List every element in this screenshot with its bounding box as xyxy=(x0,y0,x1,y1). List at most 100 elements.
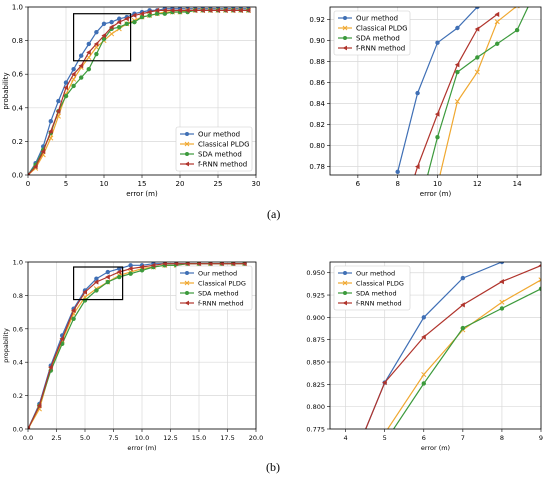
legend-label: Classical PLDG xyxy=(198,279,246,287)
x-tick-label: 14 xyxy=(513,180,522,188)
legend-marker-sda xyxy=(185,291,189,295)
data-point-pldg xyxy=(499,299,505,305)
data-point-frnn xyxy=(63,85,68,91)
legend-marker-frnn xyxy=(342,45,347,51)
legend-label: Classical PLDG xyxy=(198,140,250,148)
legend-label: SDA method xyxy=(356,34,400,42)
legend-label: f-RNN method xyxy=(198,160,247,168)
y-tick-label: 0.4 xyxy=(13,359,23,367)
data-point-frnn xyxy=(460,302,465,308)
data-point-frnn xyxy=(36,403,42,409)
data-point-pldg xyxy=(474,69,480,75)
data-point-our xyxy=(63,80,69,85)
y-tick-label: 0.80 xyxy=(309,142,325,150)
data-point-pldg xyxy=(421,371,427,378)
data-point-frnn xyxy=(538,264,541,268)
x-tick-label: 7.5 xyxy=(108,434,118,442)
data-point-our xyxy=(79,53,84,58)
y-tick-label: 0.875 xyxy=(306,336,325,344)
chart-a-main: 0 5 10 15 20 25 30 0.0 0.2 0.4 0.6 0.8 1.0 error (m) p… xyxy=(2,4,260,199)
data-point-our xyxy=(435,40,440,45)
x-tick-label: 10.0 xyxy=(135,434,149,442)
x-tick-label: 8 xyxy=(395,180,399,188)
y-tick-label: 0.88 xyxy=(309,58,325,66)
data-point-frnn xyxy=(395,227,400,232)
data-point-frnn xyxy=(71,307,76,314)
data-point-frnn xyxy=(207,7,213,13)
y-tick-label: 0.900 xyxy=(306,314,325,322)
series-group xyxy=(28,262,248,429)
data-point-frnn xyxy=(245,7,251,13)
data-point-frnn xyxy=(230,262,236,267)
data-point-our xyxy=(421,315,426,320)
data-point-sda xyxy=(460,325,466,331)
data-point-sda xyxy=(499,306,505,311)
legend-marker-frnn xyxy=(184,300,189,306)
legend-marker-our xyxy=(343,271,347,275)
y-tick-label: 0.0 xyxy=(12,172,23,180)
data-point-our xyxy=(415,90,420,96)
x-tick-label: 12 xyxy=(473,180,482,188)
data-point-pldg xyxy=(538,277,541,283)
data-point-sda xyxy=(514,27,520,33)
x-axis-label: error (m) xyxy=(127,444,156,452)
legend-marker-sda xyxy=(185,152,189,156)
y-tick-label: 0.925 xyxy=(306,292,325,300)
data-point-sda xyxy=(435,135,440,140)
y-tick-label: 0.90 xyxy=(309,37,325,45)
legend: Our method Classical PLDG SDA method f-RNN … xyxy=(333,10,411,56)
data-point-frnn xyxy=(454,62,460,68)
legend: Our method Classical PLDG SDA method f-RNN … xyxy=(175,126,253,172)
x-axis-label: error (m) xyxy=(126,190,158,198)
y-tick-label: 0.825 xyxy=(306,381,325,389)
x-tick-label: 20.0 xyxy=(249,434,263,442)
data-point-frnn xyxy=(215,7,220,13)
data-point-our xyxy=(117,16,122,21)
caption-b: (b) xyxy=(266,460,280,474)
x-tick-label: 5.0 xyxy=(80,434,90,442)
data-point-frnn xyxy=(101,32,106,39)
x-tick-label: 30 xyxy=(252,180,261,188)
data-point-frnn xyxy=(48,364,53,370)
data-point-frnn xyxy=(223,7,228,13)
series-group xyxy=(395,7,529,232)
data-point-sda xyxy=(105,279,111,285)
legend-label: Our method xyxy=(198,130,240,138)
y-tick-label: 0.84 xyxy=(309,100,325,108)
data-point-sda xyxy=(63,93,69,99)
plot-frame xyxy=(27,6,257,176)
chart-a-zoom: 6 8 10 12 14 0.78 0.80 0.82 0.84 0.86 0.88 0.90 0.92… xyxy=(309,6,542,232)
legend-label: SDA method xyxy=(198,289,239,297)
data-point-sda xyxy=(101,36,107,42)
data-point-our xyxy=(128,263,133,268)
data-point-frnn xyxy=(494,11,500,17)
legend: Our method Classical PLDG SDA method f-RNN … xyxy=(333,265,411,311)
data-point-our xyxy=(475,7,480,10)
x-tick-label: 9 xyxy=(539,434,543,442)
data-point-frnn xyxy=(162,7,167,13)
x-tick-label: 12.5 xyxy=(163,434,177,442)
y-tick-label: 0.0 xyxy=(13,426,23,434)
data-point-frnn xyxy=(48,128,53,134)
data-point-sda xyxy=(155,11,160,16)
data-point-sda xyxy=(124,21,129,26)
data-point-frnn xyxy=(192,7,198,13)
plot-frame xyxy=(329,6,542,176)
data-point-sda xyxy=(162,11,167,16)
data-point-sda xyxy=(415,212,419,216)
data-point-sda xyxy=(117,24,122,30)
legend-marker-sda xyxy=(343,291,347,295)
data-point-frnn xyxy=(86,49,91,55)
y-tick-label: 1.0 xyxy=(12,4,23,12)
legend-box xyxy=(175,265,253,311)
x-tick-label: 17.5 xyxy=(220,434,234,442)
x-tick-label: 2.5 xyxy=(51,434,61,442)
data-point-our xyxy=(105,269,111,275)
zoom-region-box xyxy=(72,266,124,301)
data-point-frnn xyxy=(474,26,480,32)
data-point-frnn xyxy=(78,63,84,69)
y-tick-label: 0.8 xyxy=(12,37,23,45)
data-point-our xyxy=(395,169,400,175)
data-point-frnn xyxy=(139,264,144,270)
legend-label: f-RNN method xyxy=(356,299,402,307)
